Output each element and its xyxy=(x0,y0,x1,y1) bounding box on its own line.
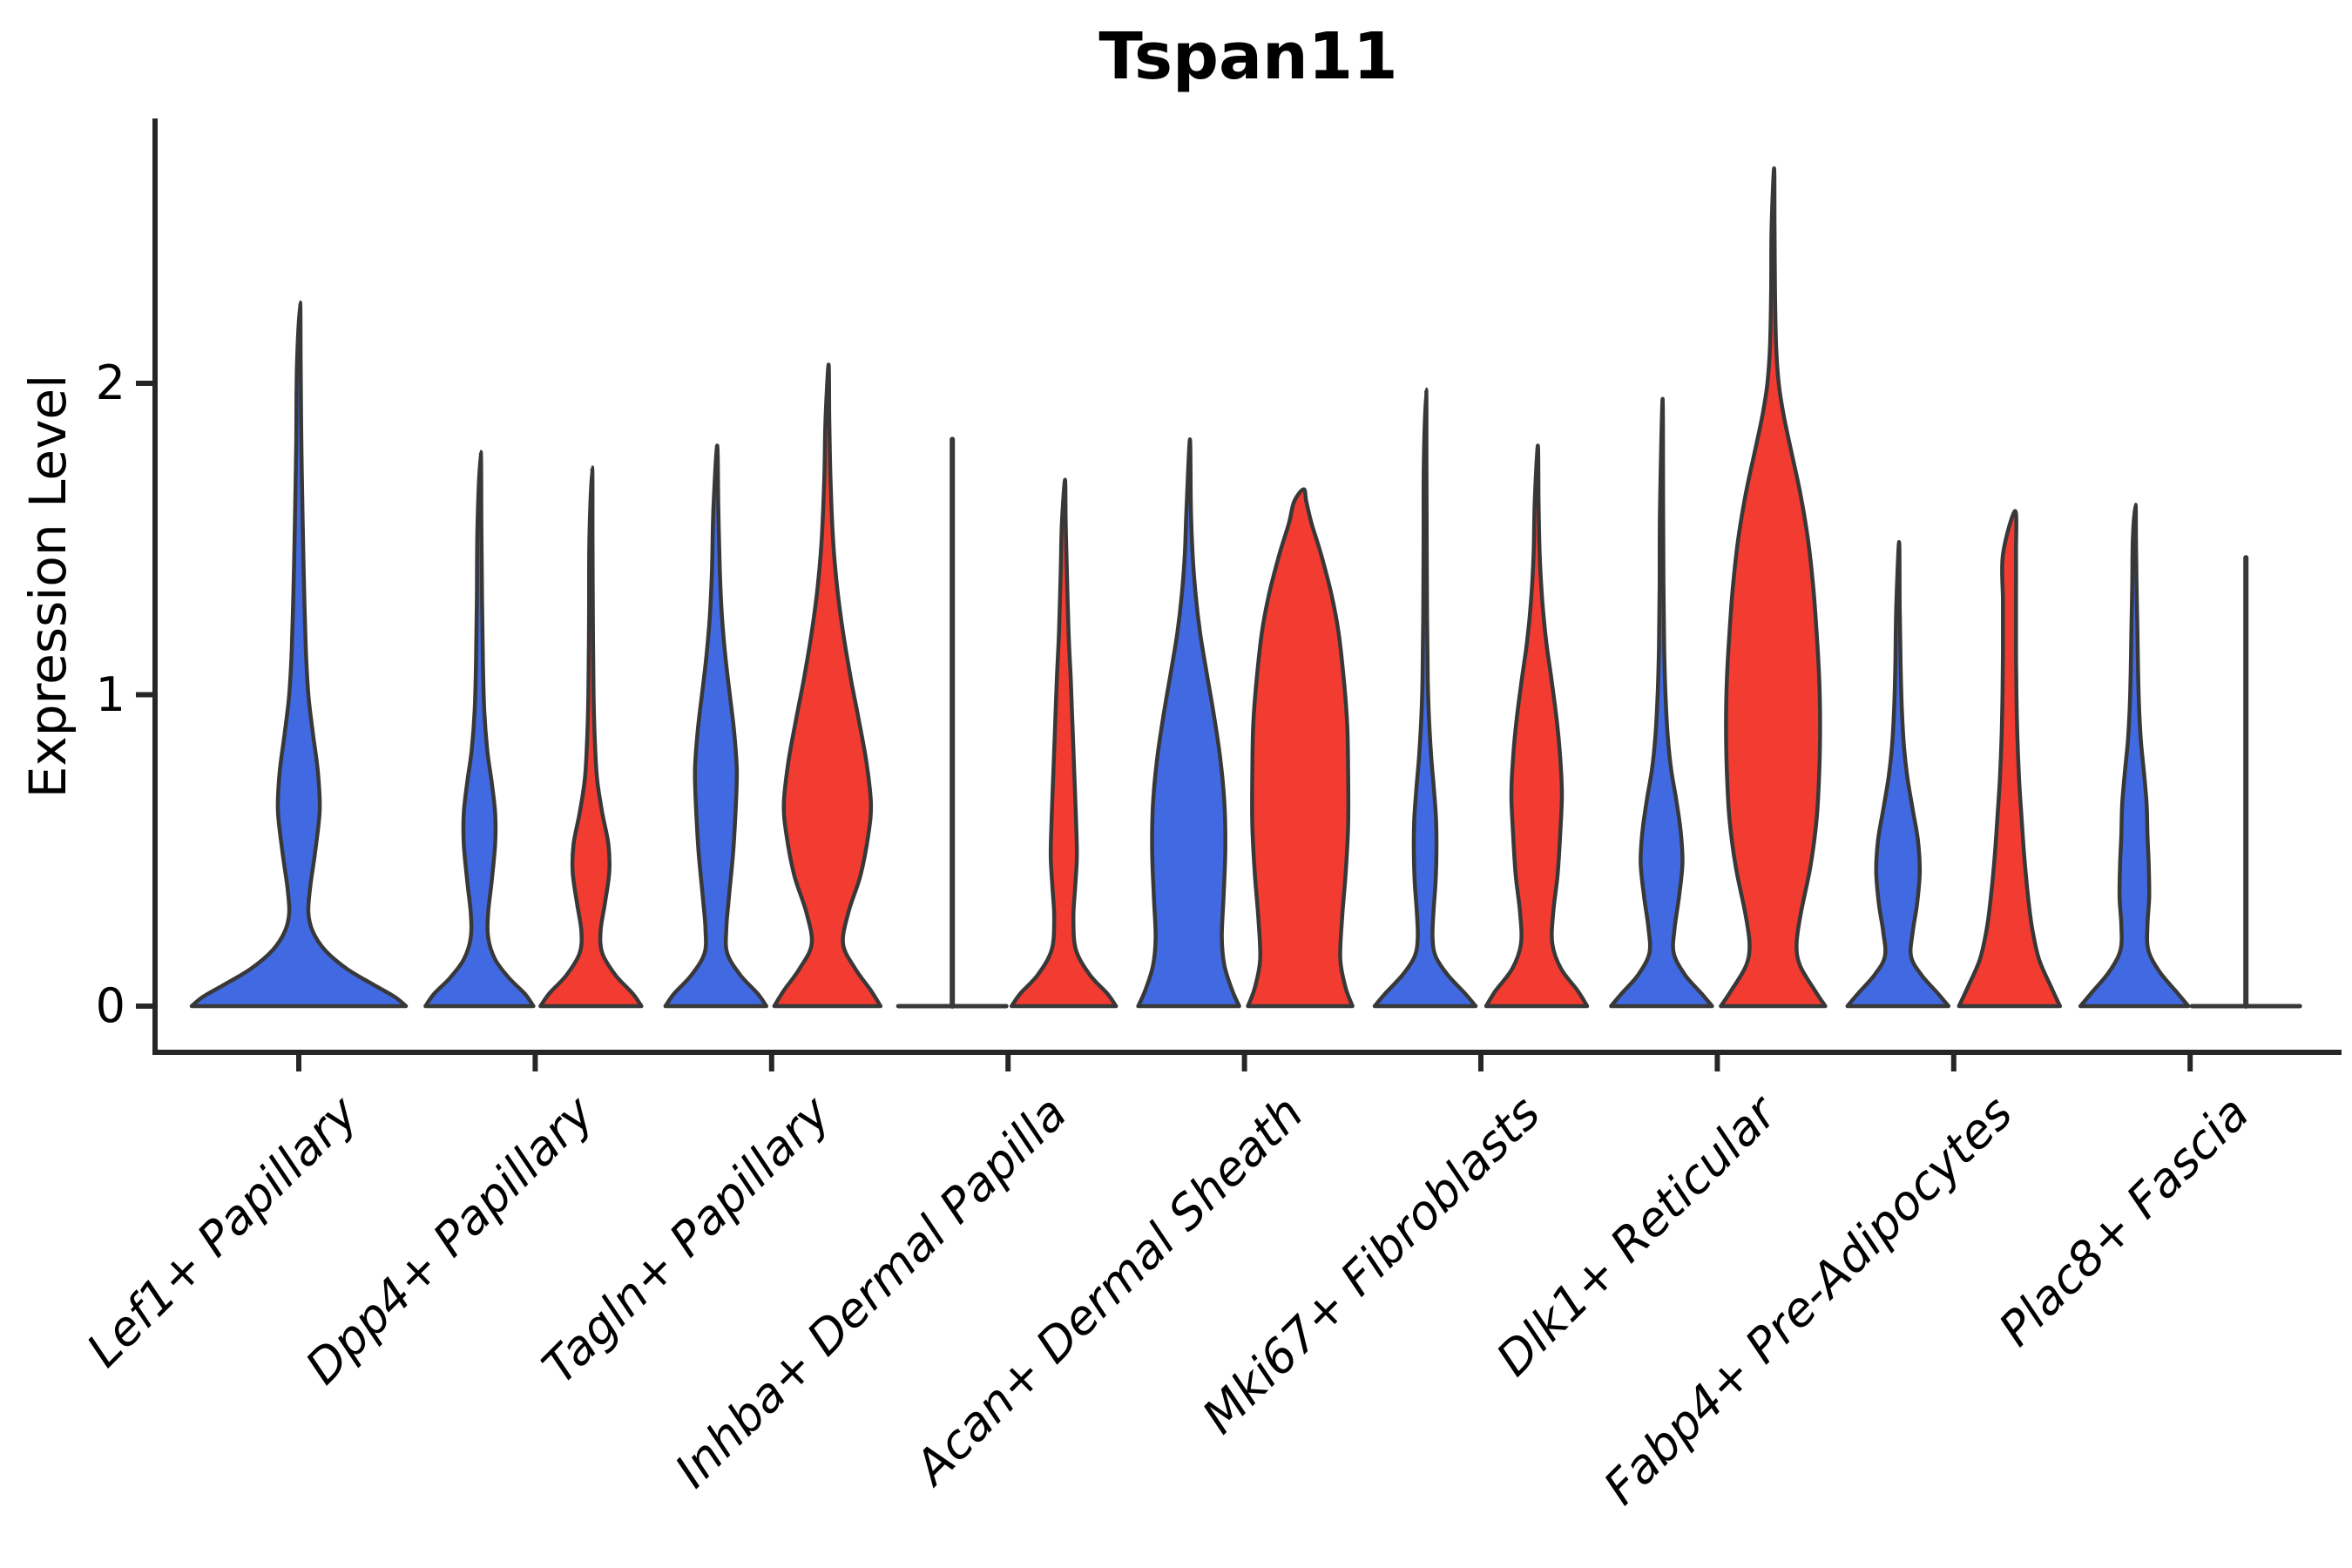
violin-plac8-fascia-blue xyxy=(2078,503,2191,1009)
violin-mki67-fibroblasts-red xyxy=(1484,443,1590,1009)
violin-tagln-papillary-blue xyxy=(663,443,769,1009)
violin-dlk1-reticular-blue xyxy=(1609,396,1714,1009)
violin-fabp4-pre-adipocytes-red xyxy=(1957,509,2063,1009)
violin-lef1-papillary-blue xyxy=(189,300,409,1009)
y-tick-label-1: 1 xyxy=(95,666,125,722)
y-tick-label-2: 2 xyxy=(95,355,125,410)
violin-fabp4-pre-adipocytes-blue xyxy=(1845,540,1951,1009)
y-axis-label: Expression Level xyxy=(18,374,78,799)
violin-dpp4-papillary-red xyxy=(538,465,644,1009)
violin-dlk1-reticular-red xyxy=(1719,166,1828,1009)
violin-dpp4-papillary-blue xyxy=(423,449,536,1009)
violin-acan-dermal-sheath-red xyxy=(1246,487,1355,1009)
violin-inhba-dermal-papilla-red xyxy=(1009,477,1119,1009)
violin-tagln-papillary-red xyxy=(772,362,883,1009)
violin-mki67-fibroblasts-blue xyxy=(1372,387,1478,1009)
plot-title: Tspan11 xyxy=(1098,19,1398,94)
violin-acan-dermal-sheath-blue xyxy=(1136,437,1241,1009)
y-tick-label-0: 0 xyxy=(95,978,125,1033)
